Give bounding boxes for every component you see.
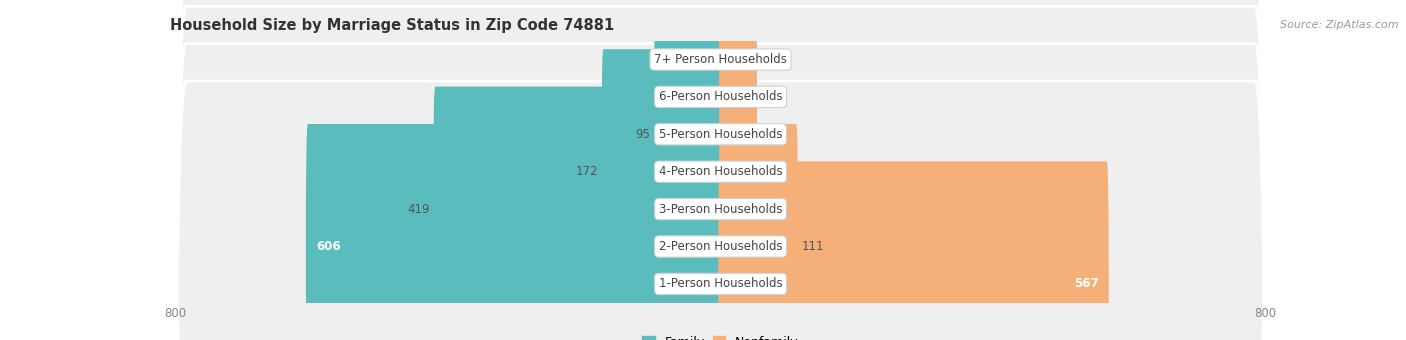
FancyBboxPatch shape <box>176 0 1265 340</box>
FancyBboxPatch shape <box>602 49 723 294</box>
Text: 5-Person Households: 5-Person Households <box>659 128 782 141</box>
Text: 30: 30 <box>681 53 695 66</box>
FancyBboxPatch shape <box>176 0 1265 340</box>
FancyBboxPatch shape <box>699 0 723 182</box>
FancyBboxPatch shape <box>307 124 723 340</box>
Text: Source: ZipAtlas.com: Source: ZipAtlas.com <box>1281 20 1399 30</box>
FancyBboxPatch shape <box>718 0 756 182</box>
Text: 0: 0 <box>761 203 768 216</box>
FancyBboxPatch shape <box>718 0 756 219</box>
FancyBboxPatch shape <box>718 12 756 257</box>
FancyBboxPatch shape <box>654 12 723 257</box>
Text: 172: 172 <box>575 165 598 178</box>
FancyBboxPatch shape <box>718 124 799 340</box>
FancyBboxPatch shape <box>718 49 756 294</box>
FancyBboxPatch shape <box>433 87 723 332</box>
Text: 419: 419 <box>408 203 430 216</box>
Text: Household Size by Marriage Status in Zip Code 74881: Household Size by Marriage Status in Zip… <box>170 18 614 33</box>
Text: 95: 95 <box>636 128 651 141</box>
Text: 4-Person Households: 4-Person Households <box>659 165 782 178</box>
FancyBboxPatch shape <box>176 0 1265 340</box>
FancyBboxPatch shape <box>176 0 1265 340</box>
Text: 567: 567 <box>1074 277 1098 290</box>
Text: 3-Person Households: 3-Person Households <box>659 203 782 216</box>
FancyBboxPatch shape <box>718 87 756 332</box>
Text: 0: 0 <box>761 165 768 178</box>
Legend: Family, Nonfamily: Family, Nonfamily <box>637 331 804 340</box>
FancyBboxPatch shape <box>176 0 1265 340</box>
Text: 0: 0 <box>761 128 768 141</box>
FancyBboxPatch shape <box>176 0 1265 340</box>
Text: 54: 54 <box>664 90 678 103</box>
Text: 6-Person Households: 6-Person Households <box>659 90 782 103</box>
Text: 7+ Person Households: 7+ Person Households <box>654 53 787 66</box>
Text: 111: 111 <box>801 240 824 253</box>
Text: 0: 0 <box>761 53 768 66</box>
Text: 1-Person Households: 1-Person Households <box>659 277 782 290</box>
Text: 2-Person Households: 2-Person Households <box>659 240 782 253</box>
FancyBboxPatch shape <box>682 0 723 219</box>
FancyBboxPatch shape <box>718 162 1109 340</box>
FancyBboxPatch shape <box>176 0 1265 340</box>
Text: 0: 0 <box>761 90 768 103</box>
Text: 606: 606 <box>316 240 340 253</box>
